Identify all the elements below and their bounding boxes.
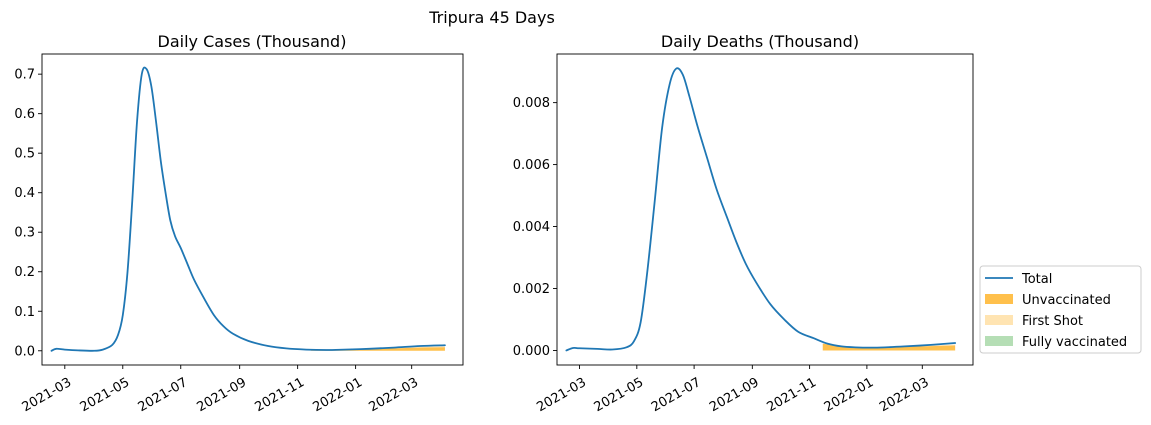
- legend-swatch-fully-vaccinated: [985, 336, 1013, 346]
- area-unvaccinated: [822, 343, 956, 351]
- y-tick-label: 0.3: [14, 226, 35, 241]
- legend-frame: [979, 265, 1142, 354]
- daily-cases-title: Daily Cases (Thousand): [158, 32, 347, 51]
- y-tick-label: 0.1: [14, 305, 35, 320]
- plot-frame: [41, 53, 464, 366]
- legend-label-total: Total: [1021, 272, 1052, 287]
- legend: Total Unvaccinated First Shot Fully vaccina…: [979, 265, 1142, 354]
- series-line-total: [565, 67, 957, 352]
- daily-deaths-title: Daily Deaths (Thousand): [661, 32, 859, 51]
- y-tick-label: 0.4: [14, 186, 35, 201]
- legend-swatch-unvaccinated: [985, 294, 1013, 304]
- legend-label-unvaccinated: Unvaccinated: [1022, 293, 1111, 308]
- legend-label-first-shot: First Shot: [1022, 314, 1083, 329]
- figure-title: Tripura 45 Days: [428, 8, 555, 27]
- y-tick-label: 0.0: [14, 344, 35, 359]
- y-tick-label: 0.004: [513, 220, 550, 235]
- y-tick-label: 0.7: [14, 68, 35, 83]
- series-line-total: [50, 66, 446, 352]
- y-tick-label: 0.2: [14, 265, 35, 280]
- legend-label-fully-vaccinated: Fully vaccinated: [1022, 335, 1127, 350]
- plot-frame: [556, 53, 974, 366]
- legend-swatch-first-shot: [985, 315, 1013, 325]
- y-tick-label: 0.5: [14, 147, 35, 162]
- y-tick-label: 0.002: [513, 282, 550, 297]
- y-tick-label: 0.006: [513, 158, 550, 173]
- y-tick-label: 0.000: [513, 344, 550, 359]
- y-tick-label: 0.6: [14, 107, 35, 122]
- y-tick-label: 0.008: [513, 96, 550, 111]
